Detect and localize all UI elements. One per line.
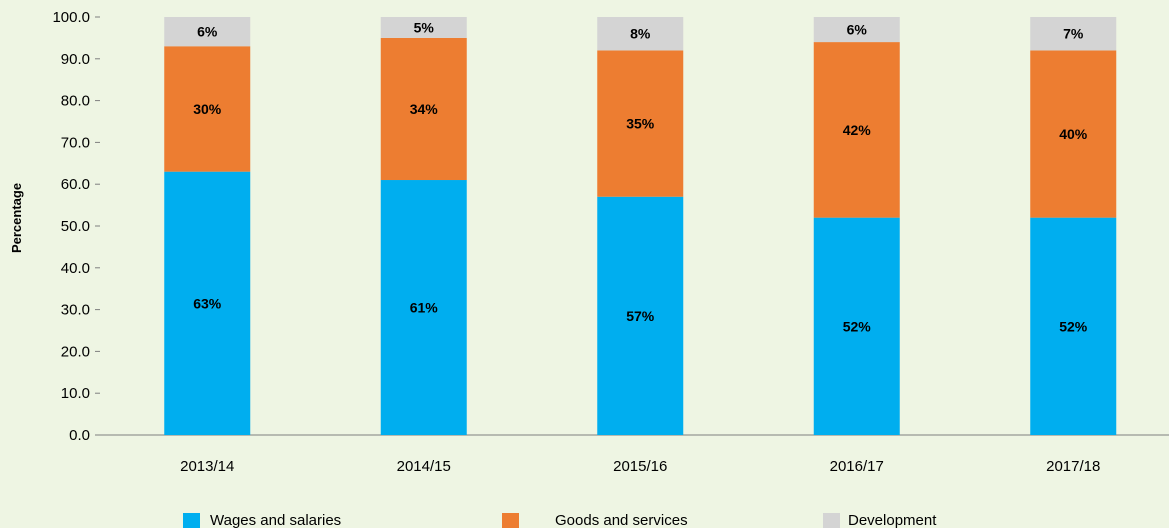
legend-label: Wages and salaries bbox=[210, 512, 341, 528]
bar-segment bbox=[164, 46, 251, 172]
bar-segment bbox=[1030, 50, 1117, 218]
bar-segment bbox=[164, 17, 251, 47]
x-category-label: 2013/14 bbox=[180, 458, 234, 475]
y-tick-label: 80.0 bbox=[61, 93, 90, 110]
x-category-label: 2016/17 bbox=[830, 458, 884, 475]
data-label: 7% bbox=[1063, 26, 1084, 42]
y-axis: 0.0 10.0 20.0 30.0 40.0 50.0 60.0 70.0 80.0 90.0 1… bbox=[52, 9, 1169, 444]
bar-segment bbox=[813, 217, 900, 435]
data-label: 35% bbox=[626, 116, 655, 132]
bar-segment bbox=[380, 17, 467, 38]
y-tick-label: 50.0 bbox=[61, 218, 90, 235]
legend-label: Development bbox=[848, 512, 937, 528]
y-tick-label: 100.0 bbox=[52, 9, 90, 26]
legend: Wages and salaries Goods and services Deve… bbox=[183, 512, 937, 528]
y-tick-label: 90.0 bbox=[61, 51, 90, 68]
bar-segment bbox=[813, 17, 900, 43]
data-label: 52% bbox=[843, 318, 872, 334]
data-label: 30% bbox=[193, 101, 222, 117]
y-tick-label: 70.0 bbox=[61, 134, 90, 151]
legend-label: Goods and services bbox=[555, 512, 688, 528]
bar-segment bbox=[380, 37, 467, 181]
bar-segment bbox=[597, 196, 684, 435]
legend-swatch bbox=[823, 513, 840, 528]
bar-segment bbox=[597, 17, 684, 51]
data-label: 52% bbox=[1059, 318, 1088, 334]
x-category-label: 2017/18 bbox=[1046, 458, 1100, 475]
legend-swatch bbox=[502, 513, 519, 528]
y-tick-label: 20.0 bbox=[61, 343, 90, 360]
data-label: 6% bbox=[197, 24, 218, 40]
y-tick-label: 30.0 bbox=[61, 302, 90, 319]
bar-segment bbox=[380, 180, 467, 435]
bars-group bbox=[164, 17, 1117, 435]
data-label: 8% bbox=[630, 26, 651, 42]
bar-segment bbox=[597, 50, 684, 197]
data-label: 63% bbox=[193, 295, 222, 311]
y-tick-label: 0.0 bbox=[69, 427, 90, 444]
bar-segment bbox=[813, 42, 900, 218]
x-category-label: 2014/15 bbox=[397, 458, 451, 475]
data-labels-group: 63% 30% 6% 61% 34% 5% 57% 35% 8% 52% 42% 6% 52% 40% 7% bbox=[193, 19, 1088, 334]
data-label: 57% bbox=[626, 308, 655, 324]
bar-segment bbox=[1030, 217, 1117, 435]
y-tick-label: 10.0 bbox=[61, 385, 90, 402]
data-label: 40% bbox=[1059, 126, 1088, 142]
data-label: 42% bbox=[843, 122, 872, 138]
legend-swatch bbox=[183, 513, 200, 528]
data-label: 61% bbox=[410, 300, 439, 316]
bar-segment bbox=[164, 171, 251, 435]
data-label: 5% bbox=[414, 19, 435, 35]
y-tick-label: 40.0 bbox=[61, 260, 90, 277]
x-category-label: 2015/16 bbox=[613, 458, 667, 475]
bar-segment bbox=[1030, 17, 1117, 51]
y-tick-label: 60.0 bbox=[61, 176, 90, 193]
x-axis: 2013/14 2014/15 2015/16 2016/17 2017/18 bbox=[180, 458, 1100, 475]
y-axis-title: Percentage bbox=[9, 183, 24, 253]
data-label: 6% bbox=[847, 22, 868, 38]
data-label: 34% bbox=[410, 101, 439, 117]
